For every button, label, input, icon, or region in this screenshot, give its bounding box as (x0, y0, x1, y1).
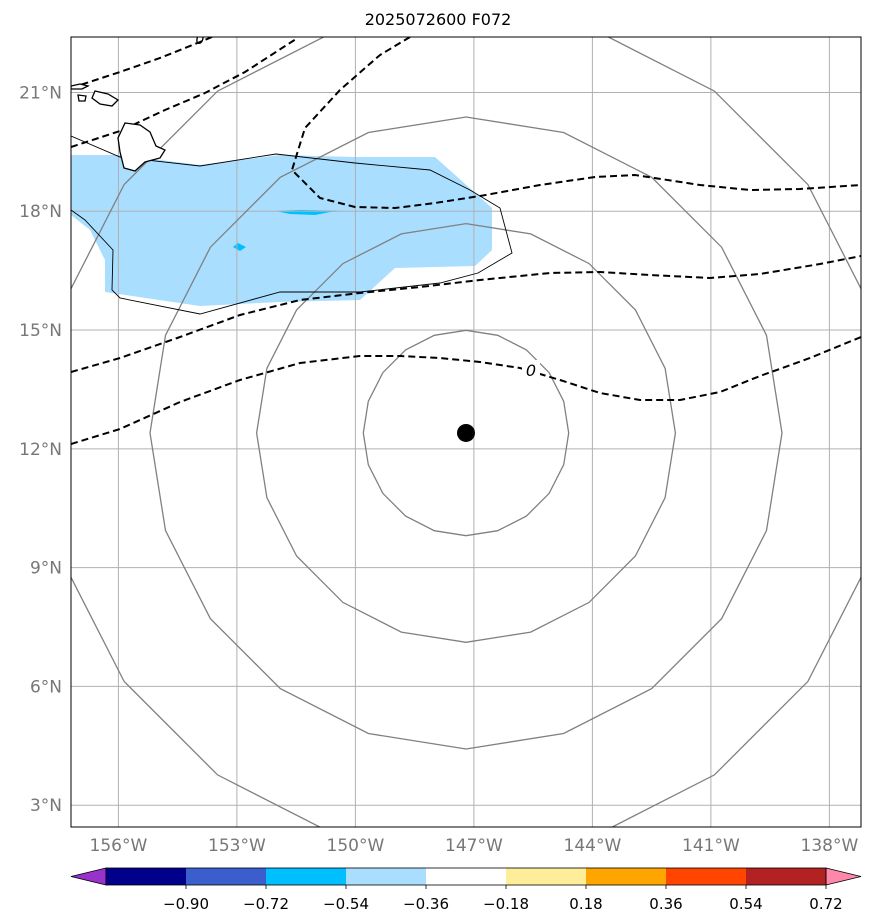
colorbar-swatch (346, 868, 427, 885)
latitude-tick-label: 18°N (19, 202, 62, 222)
range-ring (71, 37, 861, 827)
storm-center-marker (457, 423, 475, 442)
range-ring (149, 116, 783, 750)
colorbar-swatch (106, 868, 187, 885)
map-plot-area: 0 0 (71, 32, 861, 827)
colorbar-extend-max (825, 867, 862, 886)
colorbar-swatch (186, 868, 267, 885)
dashed-contour (71, 38, 297, 148)
latitude-tick-label: 12°N (19, 440, 62, 460)
latitude-tick-label: 9°N (30, 559, 62, 579)
colorbar-tick-label: −0.90 (163, 895, 209, 913)
colorbar-frame (105, 867, 827, 886)
coastline-hawaii (71, 83, 166, 172)
longitude-tick-label: 153°W (208, 836, 266, 856)
colorbar-tick-labels: −0.90 −0.72 −0.54 −0.36 −0.18 0.18 0.36 0.54 0.7… (163, 885, 843, 913)
graticule (71, 37, 861, 827)
colorbar-extend-min (70, 867, 107, 886)
map-frame (70, 36, 862, 828)
solid-contour (71, 135, 513, 315)
longitude-tick-label: 147°W (445, 836, 503, 856)
latitude-tick-label: 15°N (19, 321, 62, 341)
dashed-contour (71, 37, 213, 89)
dashed-contour (71, 336, 861, 445)
range-rings (71, 37, 861, 827)
colorbar-swatch (666, 868, 747, 885)
colorbar-tick-label: −0.18 (483, 895, 529, 913)
colorbar-swatch (586, 868, 667, 885)
latitude-tick-label: 3°N (30, 796, 62, 816)
longitude-tick-label: 138°W (801, 836, 859, 856)
colorbar-tick-label: 0.54 (729, 895, 762, 913)
shaded-anomaly-patch (233, 243, 246, 251)
longitude-tick-label: 150°W (327, 836, 385, 856)
colorbar-swatch (426, 868, 507, 885)
colorbar-swatch (506, 868, 587, 885)
colorbar-tick-label: 0.18 (569, 895, 602, 913)
range-ring (255, 222, 677, 643)
contour-label-partial: 0 (196, 32, 205, 48)
colorbar-tick-label: −0.54 (323, 895, 369, 913)
contour-label: 0 (526, 361, 536, 380)
latitude-tick-label: 21°N (19, 83, 62, 103)
shaded-anomaly-region (71, 155, 492, 306)
contour-label-background (522, 360, 540, 378)
dashed-contour (290, 37, 861, 210)
colorbar-tick-label: 0.36 (649, 895, 682, 913)
colorbar-tick-label: −0.72 (243, 895, 289, 913)
latitude-tick-label: 6°N (30, 677, 62, 697)
dashed-contour (71, 255, 861, 373)
map-title: 2025072600 F072 (364, 10, 512, 29)
colorbar-swatch (266, 868, 347, 885)
colorbar (70, 867, 862, 886)
longitude-tick-label: 144°W (564, 836, 622, 856)
latitude-tick-labels: 3°N 6°N 9°N 12°N 15°N 18°N 21°N (19, 83, 62, 816)
longitude-tick-labels: 156°W 153°W 150°W 147°W 144°W 141°W 138°W (90, 836, 859, 856)
colorbar-tick-label: 0.72 (809, 895, 842, 913)
range-ring (362, 329, 570, 537)
colorbar-swatch (746, 868, 827, 885)
longitude-tick-label: 156°W (90, 836, 148, 856)
longitude-tick-label: 141°W (682, 836, 740, 856)
colorbar-tick-label: −0.36 (403, 895, 449, 913)
